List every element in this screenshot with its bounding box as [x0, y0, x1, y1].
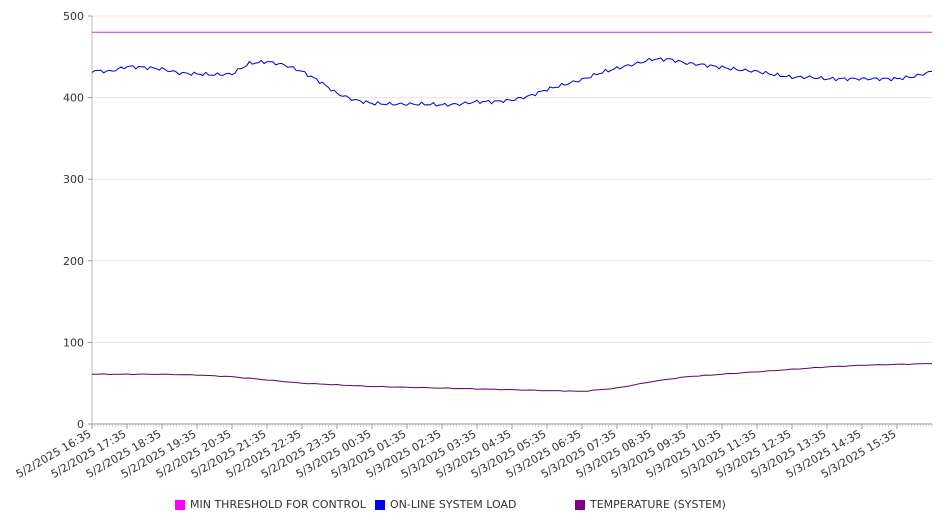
- y-tick-label-500: 500: [63, 10, 84, 23]
- y-axis-ticks: 0 100 200 300 400 500: [63, 10, 92, 431]
- legend-item-system-load[interactable]: ON-LINE SYSTEM LOAD: [375, 498, 516, 511]
- axes: [91, 16, 932, 425]
- legend-swatch-system-load: [375, 499, 385, 510]
- legend-swatch-temperature: [575, 499, 585, 510]
- legend-item-min-threshold[interactable]: MIN THRESHOLD FOR CONTROL: [175, 498, 366, 511]
- y-tick-label-0: 0: [77, 418, 84, 431]
- y-tick-label-300: 300: [63, 173, 84, 186]
- legend-swatch-min-threshold: [175, 499, 185, 510]
- legend-label-system-load: ON-LINE SYSTEM LOAD: [390, 498, 517, 511]
- gridlines: [92, 15, 932, 343]
- legend-label-min-threshold: MIN THRESHOLD FOR CONTROL: [190, 498, 366, 511]
- y-tick-label-400: 400: [63, 92, 84, 105]
- legend-item-temperature[interactable]: TEMPERATURE (SYSTEM): [575, 498, 726, 511]
- legend: MIN THRESHOLD FOR CONTROL ON-LINE SYSTEM…: [0, 498, 946, 514]
- series-lines: [91, 31, 933, 392]
- y-tick-label-200: 200: [63, 255, 84, 268]
- x-axis-ticks: 5/2/2025 16:355/2/2025 17:355/2/2025 18:…: [14, 424, 933, 481]
- series-line-on-line-system-load: [91, 57, 933, 107]
- series-line-temperature-system: [91, 363, 932, 392]
- legend-label-temperature: TEMPERATURE (SYSTEM): [590, 498, 726, 511]
- y-tick-label-100: 100: [63, 336, 84, 349]
